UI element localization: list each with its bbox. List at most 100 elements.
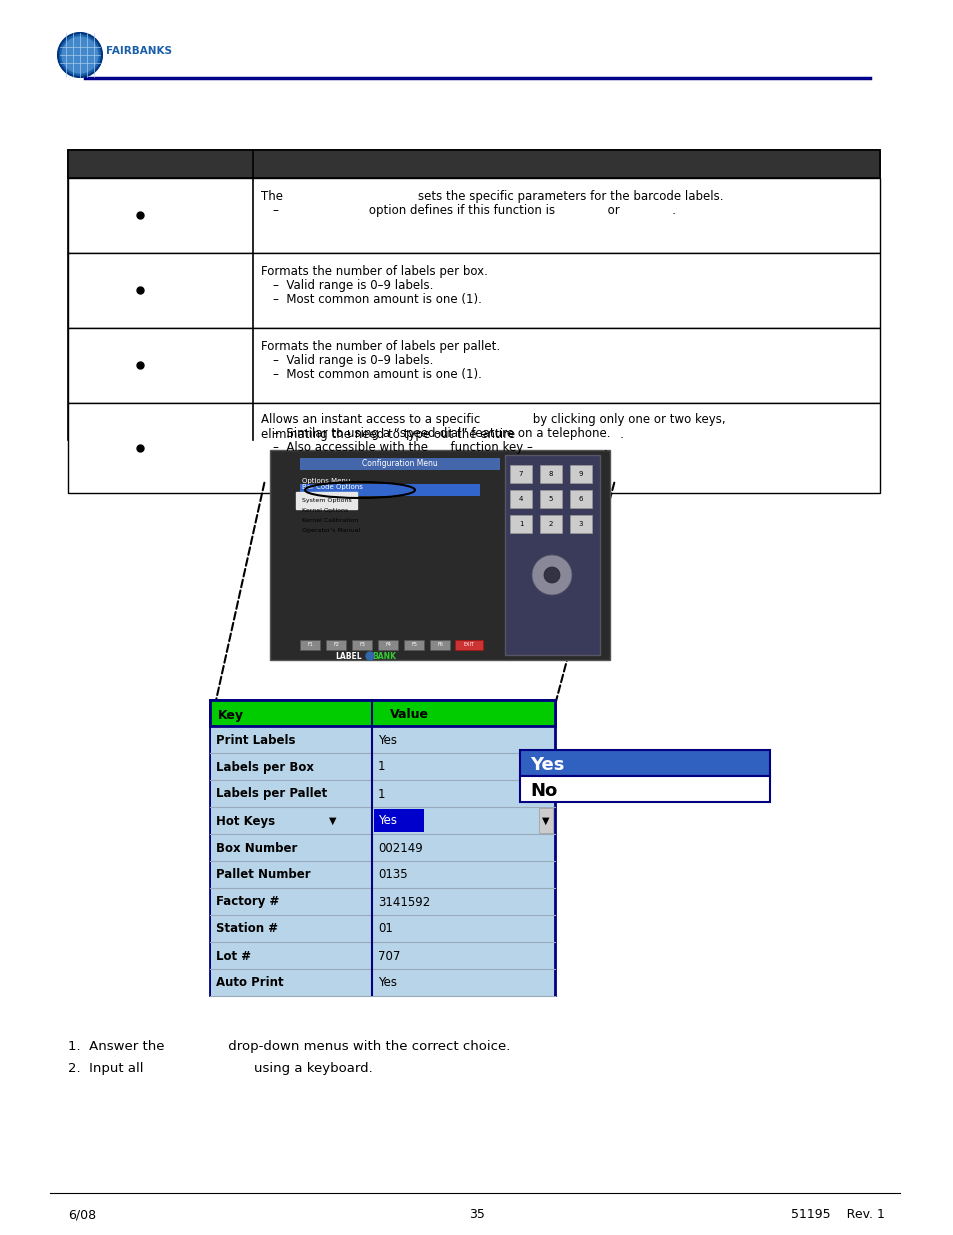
- Text: –  Also accessible with the      function key –                   .: – Also accessible with the function key …: [273, 441, 607, 454]
- Bar: [68, 149, 879, 178]
- Bar: [211, 781, 554, 806]
- Bar: [510, 490, 532, 508]
- Text: F3: F3: [358, 642, 365, 647]
- Circle shape: [543, 567, 559, 583]
- Text: 707: 707: [377, 950, 400, 962]
- Bar: [211, 755, 554, 781]
- Bar: [211, 808, 554, 834]
- Text: 35: 35: [469, 1208, 484, 1221]
- Text: Yes: Yes: [377, 734, 396, 746]
- Text: –  Most common amount is one (1).: – Most common amount is one (1).: [273, 293, 481, 306]
- Text: Key: Key: [218, 709, 244, 721]
- Bar: [510, 466, 532, 483]
- Text: Kernel Options: Kernel Options: [302, 508, 348, 513]
- Text: ▼: ▼: [541, 816, 549, 826]
- Bar: [504, 454, 599, 655]
- Text: 01: 01: [377, 923, 393, 935]
- Text: Labels per Box: Labels per Box: [215, 761, 314, 773]
- Text: F6: F6: [436, 642, 442, 647]
- Bar: [211, 916, 554, 942]
- Text: 6: 6: [578, 496, 582, 501]
- Text: LABEL: LABEL: [335, 652, 361, 661]
- Text: Box Number: Box Number: [215, 841, 297, 855]
- Text: Station #: Station #: [215, 923, 277, 935]
- Text: Yes: Yes: [530, 756, 564, 774]
- Bar: [403, 640, 423, 650]
- Bar: [569, 515, 592, 534]
- Text: 1: 1: [377, 788, 385, 800]
- Text: 2: 2: [548, 521, 553, 527]
- Text: –                        option defines if this function is              or     : – option defines if this function is or: [273, 204, 676, 217]
- Text: F5: F5: [411, 642, 416, 647]
- Text: Pallet Number: Pallet Number: [215, 868, 311, 882]
- Text: Lot #: Lot #: [215, 950, 251, 962]
- Text: Auto Print: Auto Print: [215, 977, 283, 989]
- Text: FAIRBANKS: FAIRBANKS: [106, 46, 172, 56]
- Text: Bar Code Options: Bar Code Options: [302, 484, 362, 490]
- Text: Hot Keys: Hot Keys: [215, 815, 274, 827]
- Text: 1: 1: [377, 761, 385, 773]
- Circle shape: [58, 33, 102, 77]
- Text: Operator's Manual: Operator's Manual: [302, 529, 360, 534]
- Text: –  Most common amount is one (1).: – Most common amount is one (1).: [273, 368, 481, 382]
- Bar: [374, 809, 423, 832]
- Bar: [211, 889, 554, 915]
- Text: 9: 9: [578, 471, 582, 477]
- Bar: [211, 969, 554, 995]
- Bar: [299, 640, 319, 650]
- Text: F4: F4: [385, 642, 391, 647]
- Circle shape: [62, 37, 98, 73]
- Text: F2: F2: [333, 642, 338, 647]
- Bar: [569, 466, 592, 483]
- Bar: [510, 515, 532, 534]
- Text: Yes: Yes: [377, 815, 396, 827]
- Text: EXIT: EXIT: [463, 642, 474, 647]
- Bar: [377, 640, 397, 650]
- Text: 0135: 0135: [377, 868, 407, 882]
- Text: BANK: BANK: [372, 652, 395, 661]
- Bar: [326, 640, 346, 650]
- Text: 3141592: 3141592: [377, 895, 430, 909]
- Bar: [352, 640, 372, 650]
- Text: Yes: Yes: [377, 977, 396, 989]
- Text: Labels per Pallet: Labels per Pallet: [215, 788, 327, 800]
- Text: 6/08: 6/08: [68, 1208, 96, 1221]
- Bar: [519, 750, 769, 776]
- Text: 4: 4: [518, 496, 522, 501]
- Circle shape: [366, 652, 374, 659]
- Text: –  Similar to using a “speed-dial” feature on a telephone.: – Similar to using a “speed-dial” featur…: [273, 427, 610, 440]
- Bar: [68, 403, 879, 493]
- Text: Formats the number of labels per pallet.: Formats the number of labels per pallet.: [261, 340, 499, 353]
- Bar: [211, 835, 554, 861]
- Text: 002149: 002149: [377, 841, 422, 855]
- Text: No: No: [530, 782, 557, 800]
- Bar: [210, 700, 555, 726]
- Bar: [539, 515, 561, 534]
- Bar: [519, 776, 769, 802]
- Text: 3: 3: [578, 521, 582, 527]
- Bar: [68, 329, 879, 403]
- Bar: [211, 862, 554, 888]
- Bar: [299, 484, 479, 496]
- Text: 2.  Input all                          using a keyboard.: 2. Input all using a keyboard.: [68, 1062, 373, 1074]
- Bar: [68, 253, 879, 329]
- Bar: [569, 490, 592, 508]
- Text: 1: 1: [518, 521, 522, 527]
- Text: 8: 8: [548, 471, 553, 477]
- Text: Allows an instant access to a specific              by clicking only one or two : Allows an instant access to a specific b…: [261, 412, 725, 441]
- Bar: [68, 149, 879, 440]
- Text: Configuration Menu: Configuration Menu: [362, 459, 437, 468]
- Bar: [299, 458, 499, 471]
- Bar: [539, 490, 561, 508]
- Text: 1.  Answer the               drop-down menus with the correct choice.: 1. Answer the drop-down menus with the c…: [68, 1040, 510, 1053]
- Bar: [211, 727, 554, 753]
- Text: F1: F1: [307, 642, 313, 647]
- Bar: [211, 944, 554, 969]
- Text: The                                    sets the specific parameters for the barc: The sets the specific parameters for the…: [261, 190, 722, 203]
- Bar: [270, 450, 609, 659]
- Bar: [538, 808, 553, 832]
- Bar: [455, 640, 482, 650]
- Circle shape: [532, 555, 572, 595]
- Text: –  Valid range is 0–9 labels.: – Valid range is 0–9 labels.: [273, 354, 433, 367]
- Text: Print Labels: Print Labels: [215, 734, 295, 746]
